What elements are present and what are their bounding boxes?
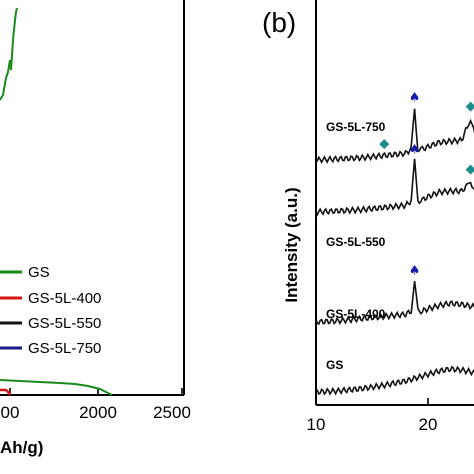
series-gs-top-line — [0, 7, 18, 101]
panel-a-xlabel-fragment: Ah/g) — [0, 438, 43, 457]
series-label-gs-5l-750: GS-5L-750 — [326, 120, 386, 134]
panel-a-left: 00 2000 2500 Ah/g) GS GS-5L-400 GS-5L-55… — [0, 0, 191, 457]
series-label-gs-5l-550: GS-5L-550 — [326, 235, 386, 249]
xrd-pattern-gs-5l-750 — [315, 108, 474, 165]
legend-label: GS — [28, 264, 50, 281]
series-label-gs-5l-400: GS-5L-400 — [326, 307, 386, 321]
xrd-pattern-gs — [315, 365, 474, 396]
spade-marker-icon: ♠ — [409, 90, 421, 105]
panel-b: (b) Intensity (a.u.) 10 20 ♠♠♠◆◆◆◆◆ GS-5… — [262, 0, 474, 434]
legend-label: GS-5L-400 — [28, 290, 101, 307]
diamond-marker-icon: ◆ — [466, 162, 474, 177]
xrd-pattern-gs-5l-550 — [315, 158, 474, 217]
diamond-marker-icon: ◆ — [379, 137, 389, 152]
legend: GS GS-5L-400 GS-5L-550 GS-5L-750 — [0, 264, 101, 357]
panel-b-xtick-label: 20 — [419, 415, 438, 434]
series-label-gs: GS — [326, 358, 343, 372]
xrd-pattern-gs-5l-400 — [315, 281, 474, 326]
panel-a-xtick-label: 2500 — [153, 403, 191, 422]
diamond-marker-icon: ◆ — [466, 99, 474, 114]
spade-marker-icon: ♠ — [409, 263, 421, 278]
series-gs-bottom-line — [0, 379, 113, 396]
legend-label: GS-5L-550 — [28, 315, 101, 332]
panel-b-label: (b) — [262, 7, 296, 38]
panel-a-xtick-label: 2000 — [79, 403, 117, 422]
spade-marker-icon: ♠ — [409, 142, 421, 157]
panel-b-xtick-label: 10 — [307, 415, 326, 434]
legend-label: GS-5L-750 — [28, 340, 101, 357]
panel-a-xtick-label: 00 — [1, 403, 20, 422]
series-gs5l400-line — [0, 388, 12, 396]
panel-b-ylabel: Intensity (a.u.) — [282, 187, 301, 302]
